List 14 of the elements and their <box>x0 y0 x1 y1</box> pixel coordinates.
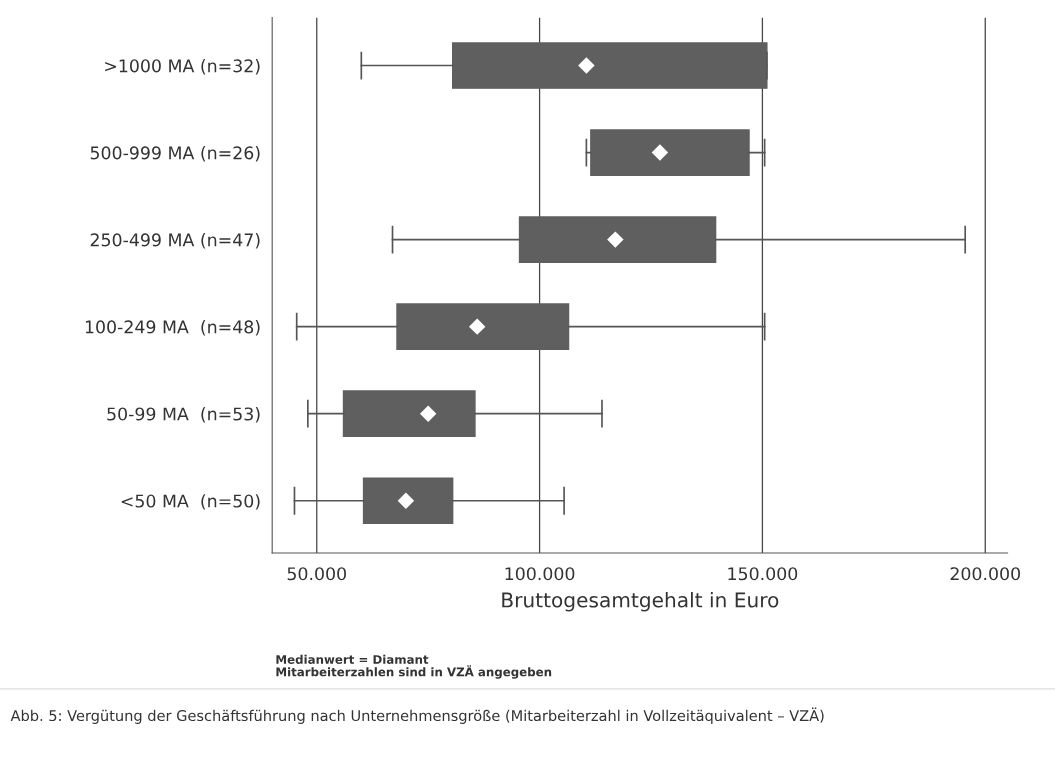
y-tick-label: 250-499 MA (n=47) <box>90 233 260 249</box>
text: Mitarbeiterzahlen sind in VZÄ angegeben <box>276 665 552 679</box>
text: Medianwert = Diamant <box>276 654 429 664</box>
x-tick-label: 100.000 <box>505 567 575 581</box>
x-tick-label: 200.000 <box>950 567 1020 581</box>
y-tick-label: 500-999 MA (n=26) <box>90 146 260 162</box>
caption: Abb. 5: Vergütung der Geschäftsführung nach Unternehmensgröße (Mitarbeiterzahl in Vollzeitäquivalent – VZÄ) <box>10 707 824 724</box>
x-tick-label: 150.000 <box>728 567 798 581</box>
y-tick-label: 100-249 MA (n=48) <box>85 320 260 336</box>
x-tick-label: 50.000 <box>287 567 346 581</box>
y-tick-label: <50 MA (n=50) <box>121 494 260 510</box>
y-tick-label: 50-99 MA (n=53) <box>107 407 260 423</box>
x-axis-title: Bruttogesamtgehalt in Euro <box>502 591 779 612</box>
y-tick-label: >1000 MA (n=32) <box>105 58 260 75</box>
